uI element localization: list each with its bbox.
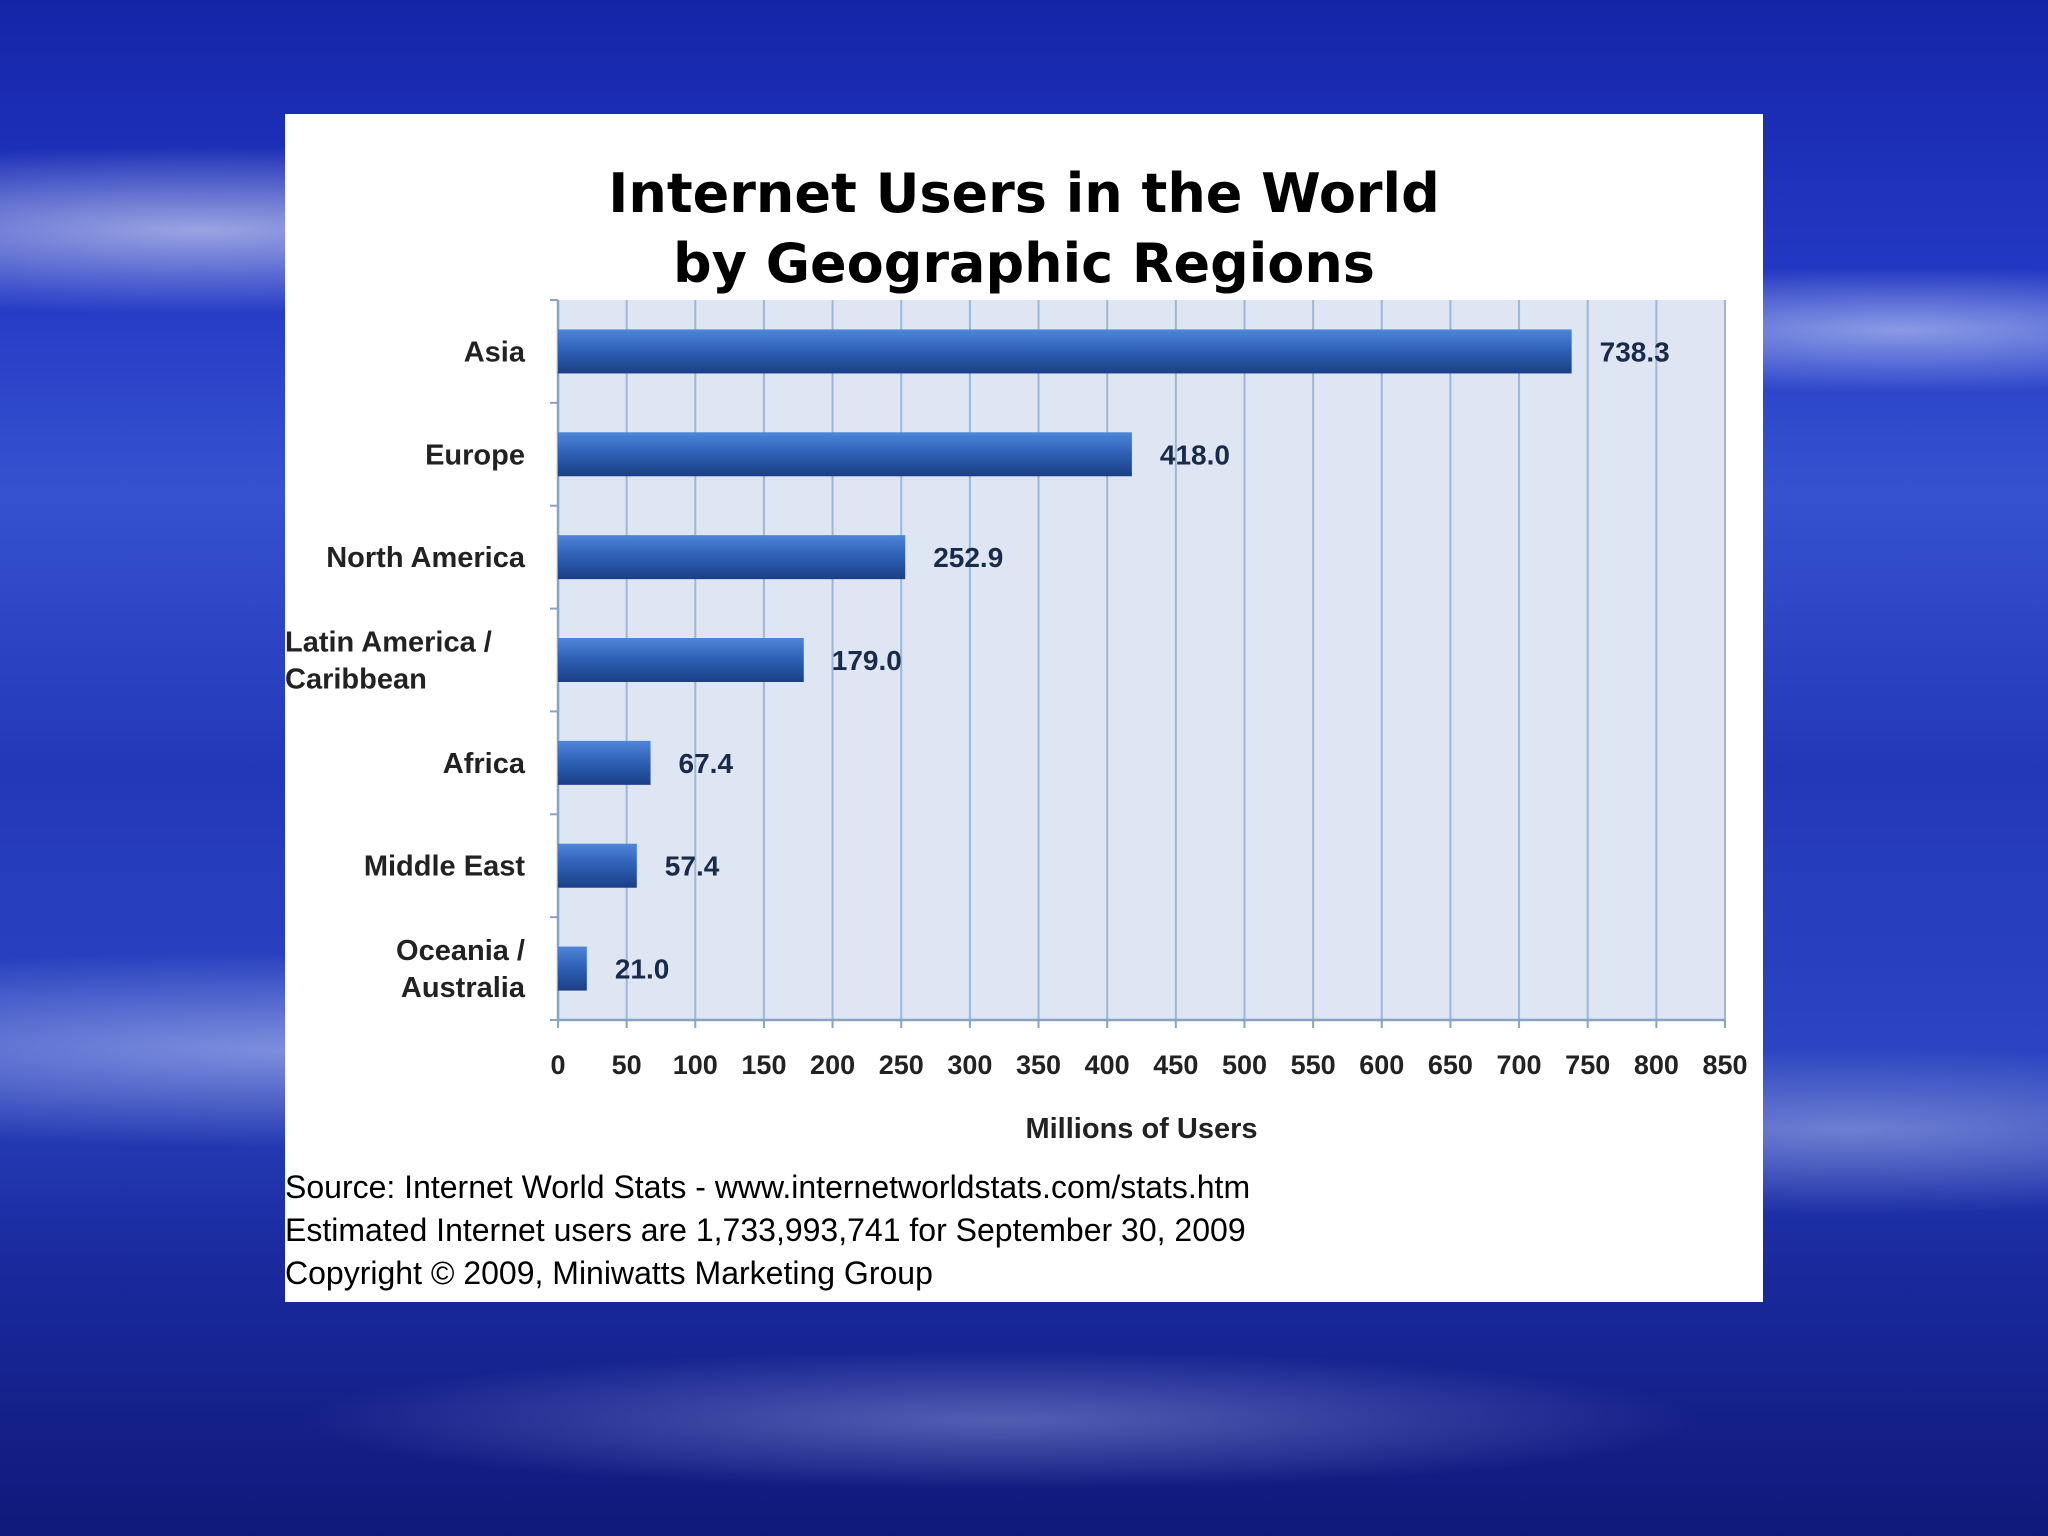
category-label: Asia — [464, 336, 526, 368]
chart-title-line-1: Internet Users in the World — [608, 162, 1439, 225]
bar — [558, 740, 651, 785]
bar — [558, 843, 637, 888]
x-axis-title: Millions of Users — [1025, 1113, 1257, 1145]
x-tick-label: 250 — [879, 1050, 924, 1080]
x-tick-label: 400 — [1085, 1050, 1130, 1080]
category-label: Europe — [425, 439, 525, 471]
chart-title-line-2: by Geographic Regions — [673, 232, 1375, 295]
category-label: Latin America / — [285, 627, 492, 659]
x-tick-label: 500 — [1222, 1050, 1267, 1080]
category-label: Caribbean — [285, 664, 427, 696]
value-label: 179.0 — [832, 645, 902, 676]
value-label: 738.3 — [1600, 336, 1670, 367]
bars — [558, 329, 1572, 991]
x-tick-label: 600 — [1359, 1050, 1404, 1080]
x-tick-label: 100 — [673, 1050, 718, 1080]
value-label: 67.4 — [679, 748, 734, 779]
category-label: Australia — [401, 972, 526, 1004]
x-tick-labels: 0 50 100 150 200 250 300 350 400 450 500 550 600 650 7… — [550, 1050, 1747, 1080]
source-line-3: Copyright © 2009, Miniwatts Marketing Gr… — [285, 1255, 933, 1291]
x-tick-label: 650 — [1428, 1050, 1473, 1080]
bar — [558, 432, 1132, 477]
bar-chart: Internet Users in the World by Geographic… — [285, 162, 1748, 1145]
value-label: 57.4 — [665, 851, 720, 882]
x-tick-label: 700 — [1497, 1050, 1542, 1080]
value-label: 252.9 — [933, 542, 1003, 573]
x-tick-label: 150 — [741, 1050, 786, 1080]
value-label: 418.0 — [1160, 439, 1230, 470]
value-labels: 738.3 418.0 252.9 179.0 67.4 57.4 21.0 — [615, 336, 1670, 984]
x-tick-label: 300 — [947, 1050, 992, 1080]
chart-card: Internet Users in the World by Geographic… — [285, 114, 1763, 1302]
chart-title: Internet Users in the World by Geographic… — [608, 162, 1439, 295]
x-tick-label: 450 — [1153, 1050, 1198, 1080]
x-tick-label: 750 — [1565, 1050, 1610, 1080]
x-tick-label: 550 — [1291, 1050, 1336, 1080]
bar — [558, 946, 587, 991]
x-tick-label: 850 — [1702, 1050, 1747, 1080]
category-label: Africa — [443, 748, 526, 780]
category-label: Middle East — [364, 851, 525, 883]
source-line-2: Estimated Internet users are 1,733,993,7… — [285, 1212, 1246, 1248]
x-tick-label: 50 — [612, 1050, 642, 1080]
x-tick-label: 800 — [1634, 1050, 1679, 1080]
category-label: North America — [326, 542, 526, 574]
bar — [558, 535, 906, 580]
gridlines — [557, 300, 1726, 1028]
category-label: Oceania / — [396, 935, 525, 967]
x-tick-label: 0 — [550, 1050, 565, 1080]
category-labels: Asia Europe North America Latin America / C… — [285, 336, 526, 1004]
x-tick-label: 200 — [810, 1050, 855, 1080]
source-line-1: Source: Internet World Stats - www.inter… — [285, 1169, 1251, 1205]
value-label: 21.0 — [615, 954, 670, 985]
bar — [558, 638, 804, 682]
bar — [558, 329, 1572, 374]
x-tick-label: 350 — [1016, 1050, 1061, 1080]
